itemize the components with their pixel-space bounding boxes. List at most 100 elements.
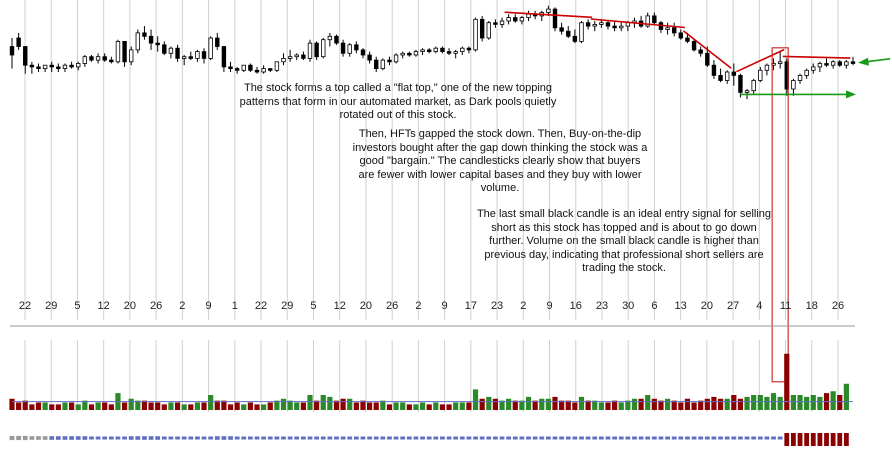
volume-bar (837, 395, 843, 410)
volume-bar (161, 404, 167, 410)
volume-bar (201, 402, 207, 410)
volume-bar (29, 404, 35, 410)
indicator-bar (499, 436, 505, 440)
volume-bar (784, 353, 790, 410)
candle-body-down (824, 63, 829, 66)
candle-body-up (42, 64, 48, 69)
volume-bar (830, 391, 836, 410)
indicator-bar (493, 436, 498, 440)
candle-body-down (426, 49, 432, 53)
candle-body-up (830, 61, 836, 66)
volume-bar (711, 396, 717, 410)
candle-body-down (234, 68, 240, 71)
indicator-bar (367, 436, 372, 440)
volume-bar (678, 402, 684, 410)
indicator-bar (393, 436, 399, 440)
volume-bar (62, 402, 68, 410)
volume-bar (459, 402, 465, 410)
volume-bar (552, 396, 558, 410)
candle-body-up (327, 35, 333, 41)
candle-body-down (334, 35, 339, 44)
x-tick-label: 5 (74, 300, 80, 312)
lower-indicator (9, 433, 849, 446)
volume-bar (717, 398, 724, 410)
indicator-bar (234, 436, 240, 440)
volume-bar (433, 402, 439, 410)
indicator-bar (605, 436, 611, 440)
annotation-entry-signal: The last small black candle is an ideal … (476, 208, 772, 274)
candle-body-up (168, 47, 174, 54)
volume-bar (472, 389, 479, 410)
candle-body-down (49, 64, 54, 68)
candle-body-up (804, 69, 809, 76)
x-tick-label: 2 (415, 300, 421, 312)
candle-body-down (9, 46, 15, 56)
indicator-bar (598, 436, 604, 440)
candle-body-up (519, 17, 525, 22)
candle-body-down (367, 54, 372, 61)
candle-body-down (837, 61, 842, 66)
candle-body-down (672, 27, 677, 34)
indicator-bar (420, 436, 425, 440)
indicator-bar (645, 436, 651, 440)
volume-bar (88, 404, 95, 410)
indicator-bar (181, 436, 187, 440)
indicator-bar (208, 436, 214, 440)
indicator-bar (175, 436, 180, 440)
indicator-bar (320, 436, 326, 440)
indicator-bar (426, 436, 432, 440)
volume-bar (227, 404, 234, 410)
x-tick-label: 9 (442, 300, 448, 312)
candle-body-down (559, 27, 564, 32)
volume-bar (704, 398, 710, 410)
indicator-bar (738, 436, 743, 440)
vertical-gridlines (24, 0, 839, 412)
volume-bar (664, 398, 671, 410)
volume-bar (353, 402, 359, 410)
indicator-bar (135, 436, 141, 440)
candle-body-down (493, 22, 498, 25)
x-tick-label: 22 (255, 300, 267, 312)
indicator-bar (612, 436, 618, 440)
candle-body-up (400, 52, 405, 56)
volume-bar (22, 400, 28, 410)
indicator-bar (247, 436, 253, 440)
resistance-arrow-head (858, 57, 869, 66)
candle-body-up (817, 63, 823, 68)
x-tick-label: 26 (832, 300, 844, 312)
volume-bar (95, 402, 101, 410)
indicator-bar (340, 436, 346, 440)
volume-bar (406, 404, 412, 410)
trendline (682, 30, 732, 69)
volume-bar (148, 402, 154, 410)
indicator-bar (777, 436, 783, 440)
candle-body-up (274, 61, 280, 71)
candle-body-down (89, 56, 94, 61)
candle-body-up (195, 51, 200, 59)
indicator-bar (221, 436, 227, 440)
candle-body-up (751, 80, 756, 92)
candle-body-down (446, 51, 452, 54)
candle-body-up (128, 49, 134, 63)
indicator-bar (744, 436, 750, 440)
candle-body-up (844, 61, 849, 66)
indicator-bar (128, 436, 134, 440)
candle-body-up (261, 68, 266, 73)
candle-body-up (579, 22, 584, 42)
candle-body-down (572, 35, 578, 42)
indicator-bar (82, 436, 88, 440)
candle-body-down (354, 44, 359, 51)
x-tick-label: 2 (520, 300, 526, 312)
indicator-bar (161, 436, 167, 440)
volume-bar (453, 402, 459, 410)
volume-bar (128, 398, 134, 410)
candle-body-up (473, 18, 478, 51)
candle-body-down (148, 35, 154, 44)
volume-bar (327, 396, 333, 410)
volume-bar (300, 402, 306, 410)
candle-body-up (433, 47, 439, 53)
candle-body-down (711, 64, 717, 76)
indicator-bar (804, 433, 810, 446)
indicator-bar (618, 436, 624, 440)
indicator-bar (380, 436, 386, 440)
